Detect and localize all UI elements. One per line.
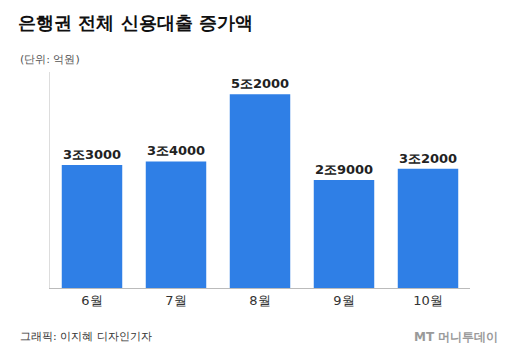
svg-text:8월: 8월 xyxy=(249,293,270,308)
svg-text:7월: 7월 xyxy=(165,293,186,308)
svg-text:(단위: 억원): (단위: 억원) xyxy=(20,53,80,66)
svg-text:3조3000: 3조3000 xyxy=(63,147,121,162)
svg-text:5조2000: 5조2000 xyxy=(231,76,289,91)
svg-text:9월: 9월 xyxy=(333,293,354,308)
svg-text:그래픽: 이지혜 디자인기자: 그래픽: 이지혜 디자인기자 xyxy=(20,330,152,343)
svg-text:6월: 6월 xyxy=(81,293,102,308)
svg-text:3조2000: 3조2000 xyxy=(399,151,457,166)
svg-text:2조9000: 2조9000 xyxy=(315,162,373,177)
svg-text:3조4000: 3조4000 xyxy=(147,143,205,158)
svg-text:10월: 10월 xyxy=(413,293,443,308)
svg-text:은행권 전체 신용대출 증가액: 은행권 전체 신용대출 증가액 xyxy=(18,12,253,33)
svg-text:MT 머니투데이: MT 머니투데이 xyxy=(414,330,498,344)
